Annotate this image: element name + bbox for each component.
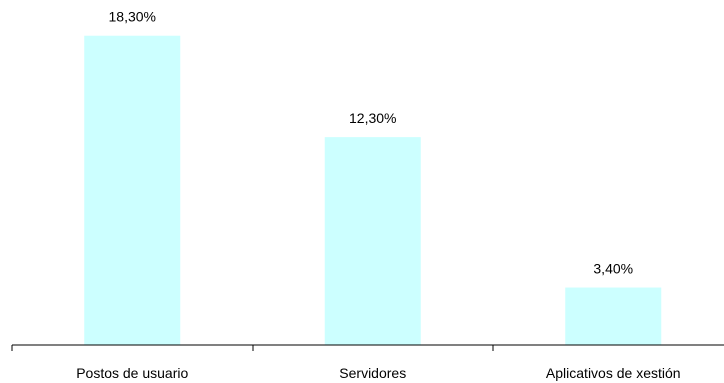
bar — [324, 137, 421, 345]
category-label: Postos de usuario — [76, 365, 188, 381]
category-label: Servidores — [339, 365, 406, 381]
bars-group — [84, 35, 662, 345]
value-label: 3,40% — [593, 261, 633, 277]
bar — [84, 35, 181, 345]
category-labels-group: Postos de usuario Servidores Aplicativos d… — [76, 365, 680, 381]
value-labels-group: 18,30% 12,30% 3,40% — [109, 9, 634, 277]
value-label: 18,30% — [109, 9, 156, 25]
bar — [565, 287, 662, 345]
x-axis-ticks — [11, 345, 494, 351]
category-label: Aplicativos de xestión — [546, 365, 681, 381]
value-label: 12,30% — [349, 110, 396, 126]
